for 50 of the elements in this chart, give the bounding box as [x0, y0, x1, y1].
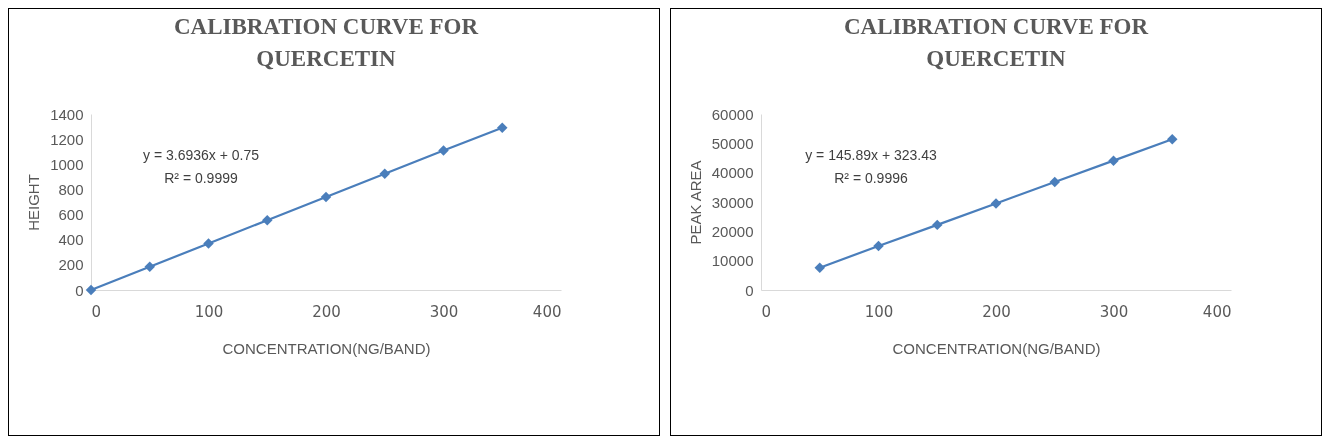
- point: [85, 284, 97, 296]
- y-tick-label: 1200: [50, 130, 84, 148]
- x-tick-label: 400: [532, 302, 562, 321]
- y-tick-label: 1400: [50, 105, 84, 123]
- y-tick-label: 30000: [711, 193, 754, 211]
- point: [497, 122, 508, 134]
- point: [873, 240, 884, 252]
- point: [379, 168, 390, 179]
- y-tick-label: 40000: [711, 164, 754, 182]
- y-axis-title: PEAK AREA: [686, 160, 704, 245]
- point: [932, 219, 943, 231]
- x-tick-label: 100: [194, 302, 224, 321]
- y-tick-label: 10000: [711, 252, 754, 270]
- y-tick-label: 20000: [711, 222, 754, 240]
- point: [1167, 133, 1178, 145]
- point: [990, 198, 1002, 209]
- point: [438, 145, 449, 156]
- x-tick-label: 0: [761, 302, 772, 321]
- y-tick-label: 800: [58, 180, 84, 198]
- chart-title: CALIBRATION CURVE FOR QUERCETIN: [843, 14, 1149, 71]
- y-tick-label: 0: [75, 281, 84, 299]
- x-tick-label: 400: [1202, 302, 1232, 321]
- x-tick-label: 100: [864, 302, 894, 321]
- y-tick-label: 60000: [711, 105, 754, 123]
- x-tick-label: 300: [429, 302, 459, 321]
- y-tick-label: 1000: [50, 155, 84, 173]
- y-tick-label: 600: [58, 206, 84, 224]
- annotation: R² = 0.9999: [164, 170, 238, 186]
- annotation: R² = 0.9996: [834, 170, 908, 186]
- x-tick-label: 200: [312, 302, 341, 321]
- y-tick-label: 0: [745, 281, 754, 299]
- point: [144, 261, 155, 272]
- y-tick-label: 200: [58, 256, 84, 274]
- point: [203, 238, 214, 249]
- point: [814, 262, 825, 273]
- point: [262, 214, 273, 226]
- y-tick-label: 400: [58, 231, 84, 249]
- x-axis-title: CONCENTRATION(NG/BAND): [892, 339, 1101, 357]
- x-tick-label: 300: [1099, 302, 1129, 321]
- point: [1108, 155, 1119, 166]
- point: [1049, 176, 1060, 188]
- x-tick-label: 0: [91, 302, 102, 321]
- x-tick-label: 200: [982, 302, 1011, 321]
- point: [320, 191, 332, 203]
- annotation: y = 3.6936x + 0.75: [143, 147, 260, 163]
- annotation: y = 145.89x + 323.43: [805, 147, 937, 163]
- y-tick-label: 50000: [711, 134, 754, 152]
- chart-title: CALIBRATION CURVE FOR QUERCETIN: [173, 14, 479, 71]
- x-axis-title: CONCENTRATION(NG/BAND): [222, 339, 431, 357]
- y-axis-title: HEIGHT: [25, 174, 43, 231]
